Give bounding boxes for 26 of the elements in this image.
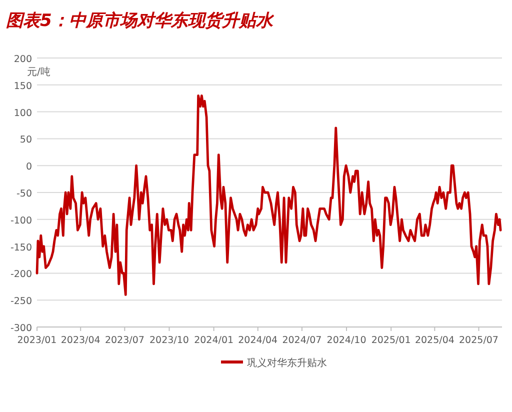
x-tick-label: 2024/04 bbox=[238, 335, 278, 346]
y-tick-label: -50 bbox=[16, 188, 32, 200]
y-tick-label: 0 bbox=[26, 162, 32, 173]
y-tick-label: -200 bbox=[10, 269, 32, 280]
y-tick-label: 50 bbox=[20, 134, 32, 146]
y-tick-label: -250 bbox=[10, 296, 32, 308]
y-tick-label: -150 bbox=[10, 242, 32, 254]
legend-label: 巩义对华东升贴水 bbox=[247, 357, 327, 369]
x-tick-label: 2023/04 bbox=[60, 335, 100, 346]
x-tick-label: 2024/10 bbox=[326, 335, 366, 346]
x-tick-label: 2025/07 bbox=[459, 335, 498, 346]
y-tick-label: -300 bbox=[10, 323, 32, 334]
title: 图表5：中原市场对华东现货升贴水 bbox=[6, 11, 273, 31]
y-tick-label: 200 bbox=[14, 54, 32, 65]
line-series bbox=[36, 94, 502, 296]
x-tick-label: 2025/04 bbox=[414, 335, 454, 346]
y-axis-title: 元/吨 bbox=[27, 66, 50, 78]
x-tick-label: 2023/01 bbox=[17, 335, 57, 346]
y-tick-label: -100 bbox=[10, 215, 32, 226]
x-tick-label: 2023/10 bbox=[150, 335, 189, 346]
x-tick-label: 2024/01 bbox=[194, 335, 234, 346]
y-tick-label: 150 bbox=[14, 80, 32, 92]
x-tick-label: 2025/01 bbox=[371, 335, 411, 346]
x-tick-label: 2024/07 bbox=[282, 335, 322, 346]
x-tick-label: 2023/07 bbox=[104, 335, 144, 346]
y-tick-label: 100 bbox=[14, 108, 32, 119]
